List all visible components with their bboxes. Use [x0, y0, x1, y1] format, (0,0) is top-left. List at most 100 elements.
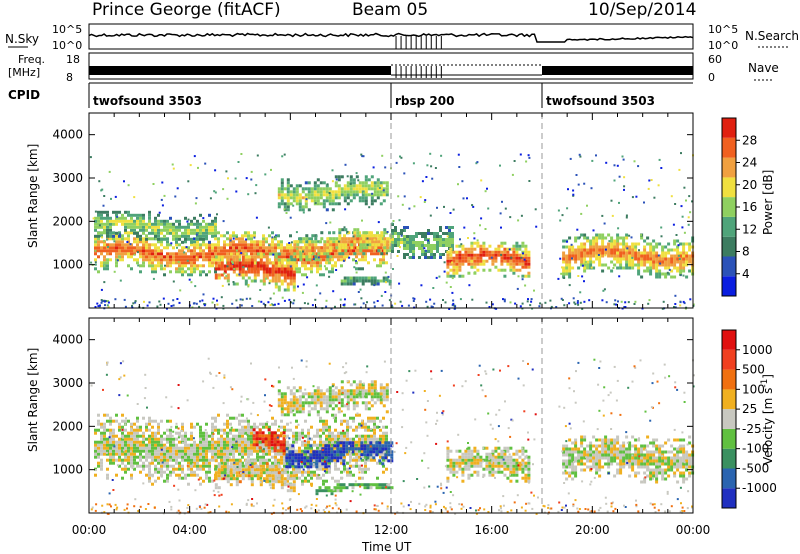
heatmap-cell: [473, 247, 477, 251]
heatmap-cell: [509, 268, 513, 272]
heatmap-cell: [673, 266, 677, 270]
heatmap-cell: [277, 302, 280, 305]
heatmap-cell: [418, 241, 421, 244]
heatmap-cell: [223, 240, 226, 244]
heatmap-cell: [682, 300, 685, 303]
colorbar-swatch: [722, 118, 736, 138]
heatmap-cell: [538, 305, 541, 308]
heatmap-cell: [337, 467, 340, 471]
heatmap-cell: [364, 401, 368, 405]
heatmap-cell: [624, 306, 627, 308]
heatmap-cell: [208, 231, 211, 235]
heatmap-cell: [646, 257, 650, 261]
heatmap-cell: [152, 183, 155, 185]
heatmap-cell: [214, 267, 218, 271]
heatmap-cell: [186, 259, 189, 262]
heatmap-cell: [341, 237, 345, 241]
heatmap-cell: [464, 259, 468, 263]
heatmap-cell: [106, 473, 109, 477]
heatmap-cell: [349, 252, 352, 256]
heatmap-cell: [232, 455, 235, 459]
heatmap-cell: [590, 187, 593, 190]
heatmap-cell: [104, 304, 106, 307]
heatmap-cell: [172, 443, 175, 447]
heatmap-cell: [142, 455, 145, 459]
heatmap-cell: [322, 473, 325, 477]
heatmap-cell: [193, 473, 196, 477]
heatmap-cell: [217, 240, 220, 244]
heatmap-cell: [202, 237, 205, 241]
heatmap-cell: [649, 257, 653, 261]
heatmap-cell: [244, 282, 248, 286]
heatmap-cell: [613, 251, 617, 255]
heatmap-cell: [687, 223, 690, 226]
heatmap-cell: [286, 470, 289, 474]
heatmap-cell: [355, 401, 359, 405]
heatmap-cell: [253, 252, 256, 256]
heatmap-cell: [190, 255, 193, 259]
heatmap-cell: [262, 276, 266, 280]
heatmap-cell: [583, 260, 587, 264]
heatmap-cell: [292, 437, 295, 441]
heatmap-cell: [673, 306, 675, 308]
heatmap-cell: [293, 249, 297, 253]
heatmap-cell: [451, 232, 454, 235]
heatmap-cell: [358, 267, 361, 271]
heatmap-cell: [109, 234, 112, 238]
heatmap-cell: [115, 240, 118, 244]
heatmap-cell: [613, 242, 617, 246]
heatmap-cell: [154, 264, 157, 268]
heatmap-cell: [280, 267, 284, 271]
heatmap-cell: [184, 473, 187, 477]
heatmap-cell: [298, 208, 302, 212]
heatmap-cell: [184, 240, 187, 244]
heatmap-cell: [262, 273, 266, 277]
heatmap-cell: [682, 260, 686, 264]
heatmap-cell: [166, 449, 169, 453]
heatmap-cell: [232, 281, 235, 283]
heatmap-cell: [232, 231, 235, 235]
heatmap-cell: [376, 282, 380, 286]
heatmap-cell: [436, 232, 439, 235]
heatmap-cell: [482, 262, 486, 266]
heatmap-cell: [376, 416, 379, 420]
heatmap-cell: [349, 395, 353, 399]
heatmap-cell: [127, 255, 130, 259]
heatmap-cell: [214, 273, 218, 277]
heatmap-cell: [250, 428, 253, 432]
heatmap-cell: [479, 256, 483, 260]
heatmap-cell: [253, 425, 256, 429]
heatmap-cell: [317, 258, 321, 262]
heatmap-cell: [184, 264, 187, 268]
heatmap-cell: [330, 450, 334, 454]
heatmap-cell: [340, 404, 344, 408]
heatmap-cell: [238, 431, 241, 435]
heatmap-cell: [565, 245, 569, 249]
heatmap-cell: [322, 199, 326, 203]
heatmap-cell: [319, 273, 322, 277]
heatmap-cell: [289, 428, 292, 432]
heatmap-cell: [202, 240, 205, 244]
heatmap-cell: [115, 443, 118, 447]
heatmap-cell: [277, 252, 281, 256]
heatmap-cell: [265, 276, 269, 280]
heatmap-cell: [106, 213, 109, 217]
heatmap-cell: [130, 425, 133, 429]
heatmap-cell: [292, 386, 296, 390]
heatmap-cell: [100, 264, 103, 268]
heatmap-cell: [670, 195, 673, 198]
heatmap-cell: [100, 440, 103, 444]
heatmap-cell: [446, 235, 449, 238]
heatmap-cell: [325, 401, 329, 405]
heatmap-cell: [208, 476, 211, 480]
heatmap-cell: [280, 458, 283, 462]
heatmap-cell: [303, 459, 307, 463]
heatmap-cell: [631, 251, 635, 255]
heatmap-cell: [121, 234, 124, 238]
heatmap-cell: [331, 264, 334, 268]
heatmap-cell: [304, 205, 308, 209]
heatmap-cell: [172, 458, 175, 462]
heatmap-cell: [226, 458, 229, 462]
heatmap-cell: [154, 431, 157, 435]
